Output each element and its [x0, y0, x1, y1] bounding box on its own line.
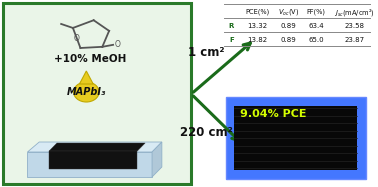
Text: FF(%): FF(%)	[306, 9, 325, 15]
Text: 0.89: 0.89	[280, 37, 296, 43]
Text: 1 cm²: 1 cm²	[188, 45, 224, 59]
Text: $V_{oc}$(V): $V_{oc}$(V)	[278, 7, 299, 17]
Text: 13.82: 13.82	[247, 37, 267, 43]
Text: +10% MeOH: +10% MeOH	[54, 54, 126, 64]
Text: 9.04% PCE: 9.04% PCE	[240, 109, 307, 119]
Text: 13.32: 13.32	[247, 23, 267, 29]
Text: O: O	[115, 40, 121, 49]
Text: PCE(%): PCE(%)	[245, 9, 269, 15]
Polygon shape	[49, 151, 137, 169]
Polygon shape	[79, 71, 93, 84]
Polygon shape	[226, 97, 366, 179]
Polygon shape	[152, 142, 162, 177]
Text: MAPbI₃: MAPbI₃	[67, 87, 106, 97]
Text: $J_{sc}$(mA/cm²): $J_{sc}$(mA/cm²)	[334, 7, 375, 18]
Ellipse shape	[74, 82, 99, 102]
Text: 63.4: 63.4	[308, 23, 324, 29]
Text: 220 cm²: 220 cm²	[180, 125, 232, 139]
Text: 23.87: 23.87	[344, 37, 364, 43]
Text: 23.58: 23.58	[344, 23, 364, 29]
FancyBboxPatch shape	[234, 106, 357, 170]
Polygon shape	[28, 142, 162, 152]
Polygon shape	[49, 143, 145, 151]
Polygon shape	[28, 152, 152, 177]
Text: F: F	[229, 37, 234, 43]
Text: R: R	[229, 23, 234, 29]
Text: 0.89: 0.89	[280, 23, 296, 29]
Text: 65.0: 65.0	[308, 37, 324, 43]
FancyBboxPatch shape	[3, 3, 191, 184]
Text: O: O	[74, 34, 80, 43]
